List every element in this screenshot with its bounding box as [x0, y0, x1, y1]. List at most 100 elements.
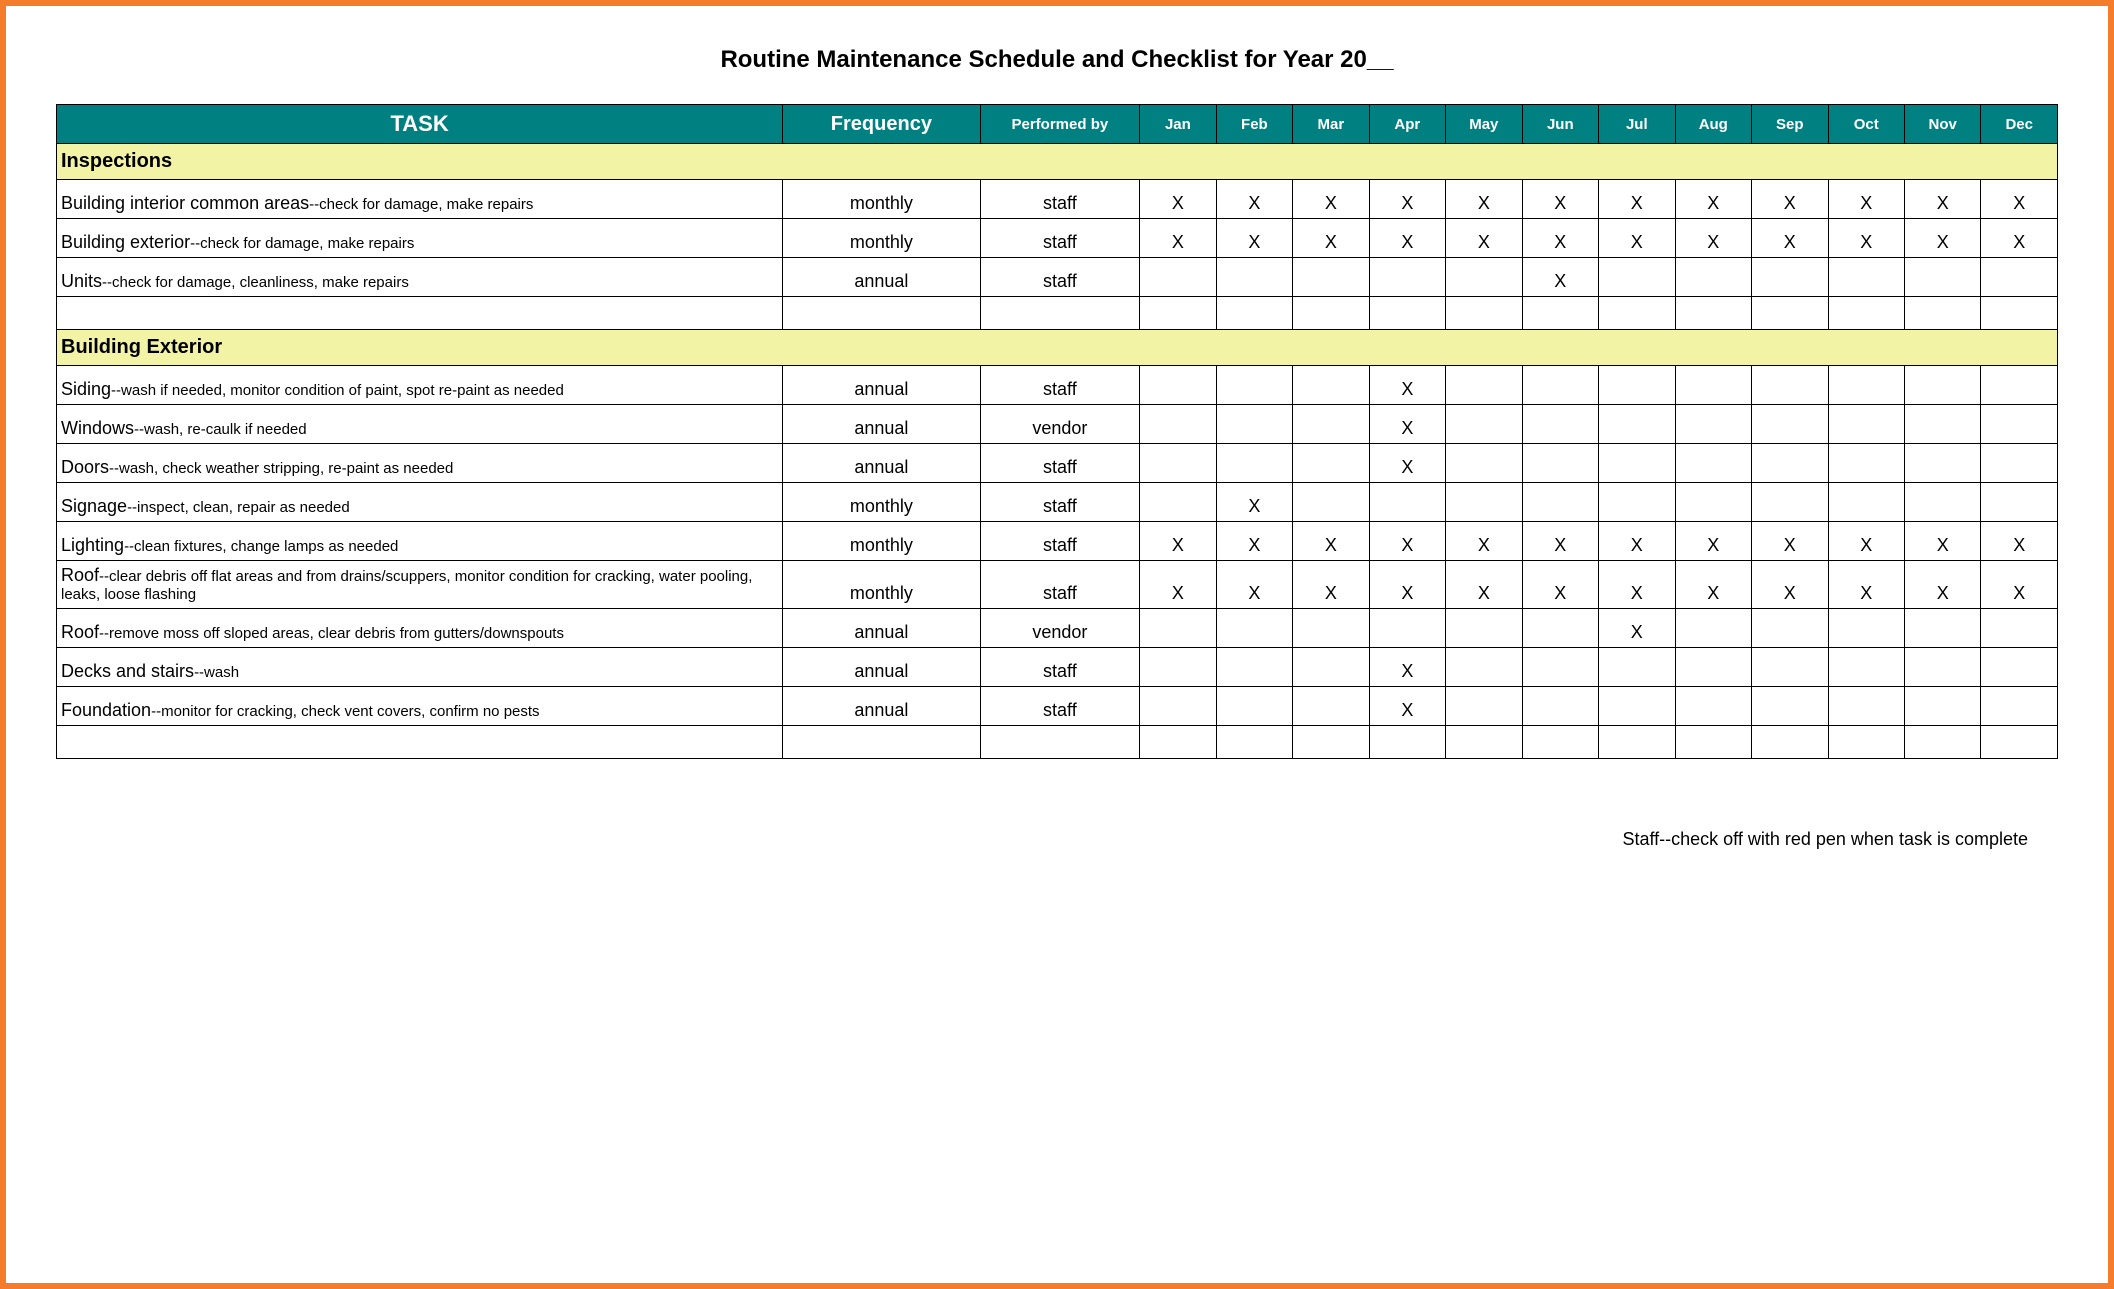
table-row: Signage--inspect, clean, repair as neede… [57, 483, 2058, 522]
blank-cell [1981, 297, 2058, 330]
month-cell [1828, 648, 1904, 687]
frequency-cell: annual [783, 366, 980, 405]
month-cell: X [1675, 180, 1751, 219]
section-name: Building Exterior [57, 330, 2058, 366]
month-cell [1369, 483, 1445, 522]
month-cell [1216, 648, 1292, 687]
month-cell [1752, 444, 1828, 483]
month-cell: X [1522, 258, 1598, 297]
blank-cell [1293, 297, 1369, 330]
month-cell [1752, 405, 1828, 444]
month-cell: X [1369, 444, 1445, 483]
month-cell: X [1369, 522, 1445, 561]
month-cell [1981, 687, 2058, 726]
performed-by-cell: staff [980, 561, 1140, 609]
month-cell: X [1369, 561, 1445, 609]
col-month-nov: Nov [1904, 105, 1980, 144]
month-cell [1446, 687, 1522, 726]
col-month-aug: Aug [1675, 105, 1751, 144]
table-header-row: TASK Frequency Performed by Jan Feb Mar … [57, 105, 2058, 144]
month-cell [1522, 609, 1598, 648]
month-cell [1446, 258, 1522, 297]
month-cell [1599, 648, 1675, 687]
month-cell: X [1599, 561, 1675, 609]
blank-cell [1828, 726, 1904, 759]
month-cell [1904, 366, 1980, 405]
month-cell: X [1522, 561, 1598, 609]
blank-cell [980, 726, 1140, 759]
month-cell [1522, 483, 1598, 522]
month-cell: X [1752, 561, 1828, 609]
performed-by-cell: staff [980, 648, 1140, 687]
month-cell [1828, 258, 1904, 297]
col-month-mar: Mar [1293, 105, 1369, 144]
task-name: Roof [61, 565, 99, 585]
month-cell [1981, 405, 2058, 444]
month-cell [1904, 483, 1980, 522]
month-cell [1446, 444, 1522, 483]
task-desc: --check for damage, cleanliness, make re… [102, 274, 409, 291]
task-name: Building exterior [61, 232, 190, 252]
month-cell [1752, 687, 1828, 726]
month-cell: X [1446, 180, 1522, 219]
month-cell [1293, 366, 1369, 405]
performed-by-cell: vendor [980, 405, 1140, 444]
performed-by-cell: staff [980, 180, 1140, 219]
task-name: Siding [61, 379, 111, 399]
task-desc: --check for damage, make repairs [309, 196, 533, 213]
table-row: Foundation--monitor for cracking, check … [57, 687, 2058, 726]
frequency-cell: monthly [783, 180, 980, 219]
task-cell: Decks and stairs--wash [57, 648, 783, 687]
month-cell: X [1140, 522, 1216, 561]
frequency-cell: monthly [783, 522, 980, 561]
month-cell: X [1675, 219, 1751, 258]
task-cell: Signage--inspect, clean, repair as neede… [57, 483, 783, 522]
month-cell: X [1752, 219, 1828, 258]
month-cell: X [1446, 561, 1522, 609]
task-desc: --wash, check weather stripping, re-pain… [109, 460, 453, 477]
month-cell [1828, 609, 1904, 648]
month-cell: X [1369, 687, 1445, 726]
month-cell [1752, 366, 1828, 405]
month-cell [1293, 444, 1369, 483]
month-cell [1599, 483, 1675, 522]
blank-cell [1828, 297, 1904, 330]
month-cell [1752, 609, 1828, 648]
month-cell [1675, 258, 1751, 297]
blank-cell [1904, 297, 1980, 330]
month-cell: X [1904, 522, 1980, 561]
document-frame: Routine Maintenance Schedule and Checkli… [0, 0, 2114, 1289]
month-cell [1446, 483, 1522, 522]
frequency-cell: annual [783, 609, 980, 648]
month-cell: X [1446, 219, 1522, 258]
task-desc: --check for damage, make repairs [190, 235, 414, 252]
task-cell: Siding--wash if needed, monitor conditio… [57, 366, 783, 405]
month-cell: X [1828, 180, 1904, 219]
month-cell [1293, 648, 1369, 687]
blank-cell [1369, 726, 1445, 759]
month-cell [1216, 444, 1292, 483]
task-cell: Foundation--monitor for cracking, check … [57, 687, 783, 726]
task-name: Lighting [61, 535, 124, 555]
month-cell: X [1140, 561, 1216, 609]
month-cell [1599, 258, 1675, 297]
month-cell [1904, 444, 1980, 483]
month-cell: X [1369, 405, 1445, 444]
month-cell: X [1904, 561, 1980, 609]
month-cell [1140, 258, 1216, 297]
frequency-cell: monthly [783, 219, 980, 258]
task-name: Roof [61, 622, 99, 642]
month-cell: X [1675, 522, 1751, 561]
performed-by-cell: staff [980, 258, 1140, 297]
task-cell: Units--check for damage, cleanliness, ma… [57, 258, 783, 297]
month-cell: X [1522, 180, 1598, 219]
month-cell [1522, 687, 1598, 726]
month-cell: X [1140, 180, 1216, 219]
col-month-jun: Jun [1522, 105, 1598, 144]
blank-cell [783, 297, 980, 330]
table-row: Roof--remove moss off sloped areas, clea… [57, 609, 2058, 648]
month-cell [1675, 609, 1751, 648]
month-cell: X [1446, 522, 1522, 561]
month-cell [1904, 687, 1980, 726]
schedule-table: TASK Frequency Performed by Jan Feb Mar … [56, 104, 2058, 759]
